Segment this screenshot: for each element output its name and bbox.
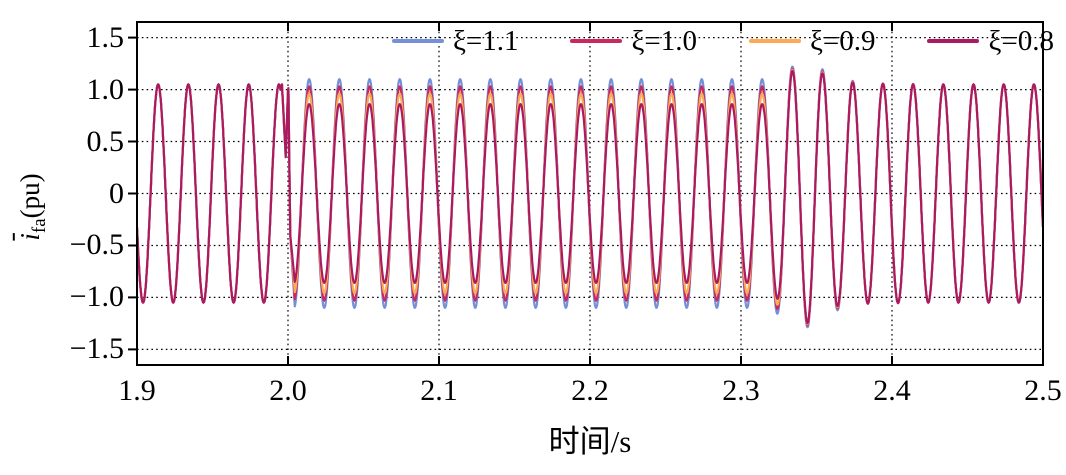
series-xi-1.1 [137,65,1043,329]
legend-label: ξ=1.1 [453,25,519,57]
x-tick-label: 2.3 [722,374,760,407]
y-tick-label: 1.5 [86,21,125,54]
x-axis-label: 时间/s [548,424,632,459]
legend-line-swatch [570,39,623,43]
y-tick-label: 1.0 [86,73,125,106]
legend-line-swatch [927,39,980,43]
legend-line-swatch [392,39,444,43]
legend-label: ξ=0.9 [809,25,876,57]
y-axis-label-unit: (pu) [14,173,45,219]
legend-label: ξ=1.0 [631,25,698,57]
y-tick-label: 0.5 [86,125,125,158]
legend-item-xi-0.8: ξ=0.8 [927,26,1054,56]
y-tick-label: −1.0 [69,280,124,313]
x-tick-label: 2.5 [1024,374,1062,407]
y-axis-label: ifa(pu) [15,173,51,240]
y-axis-label-subscript: fa [29,218,51,234]
legend-line-swatch [748,39,801,43]
y-tick-label: 0 [109,177,124,210]
series-xi-0.8 [137,69,1043,325]
x-tick-label: 1.9 [118,374,156,407]
legend-item-xi-1.0: ξ=1.0 [570,26,697,56]
y-axis-label-symbol: i [14,233,45,241]
legend: ξ=1.1 ξ=1.0 ξ=0.9 ξ=0.8 [392,26,1054,56]
legend-label: ξ=0.8 [988,25,1054,57]
series-xi-0.9 [137,68,1043,326]
x-tick-label: 2.0 [269,374,307,407]
plot-border [136,21,1044,366]
x-tick-label: 2.4 [873,374,911,407]
y-tick-label: −1.5 [69,332,124,365]
x-tick-label: 2.1 [420,374,458,407]
legend-item-xi-1.1: ξ=1.1 [392,26,519,56]
x-tick-label: 2.2 [571,374,609,407]
y-tick-label: −0.5 [69,228,124,261]
legend-item-xi-0.9: ξ=0.9 [748,25,876,57]
